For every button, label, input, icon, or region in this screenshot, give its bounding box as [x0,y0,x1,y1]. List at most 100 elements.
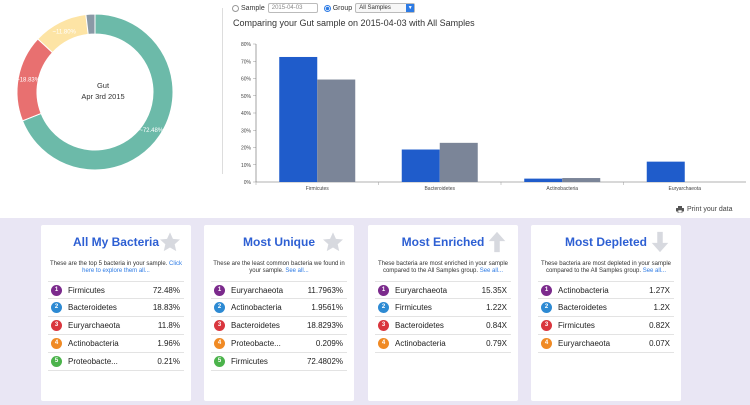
bacteria-name: Actinobacteria [68,339,119,348]
bacteria-name: Firmicutes [231,357,268,366]
bacteria-name: Proteobacte... [231,339,281,348]
bar-firmicutes-sample[interactable] [279,56,318,182]
rank-badge: 1 [541,284,552,296]
bacteria-value: 1.2X [653,303,670,312]
rank-badge: 3 [51,320,62,331]
y-tick-label: 0% [244,180,252,186]
see-all-link[interactable]: See all... [285,268,309,274]
list-item[interactable]: 5 Proteobacte... 0.21% [48,353,184,371]
rank-badge: 5 [214,356,225,367]
donut-chart: ~72.48% ~18.83% ~11.80% [16,13,174,171]
bacteria-name: Euryarchaeota [68,321,121,330]
bacteria-name: Bacteroidetes [68,303,117,312]
bar-actinobacteria-group[interactable] [562,178,601,182]
bacteria-name: Euryarchaeota [558,339,611,348]
bacteria-value: 0.07X [649,339,670,348]
bacteria-list: 1 Euryarchaeota 11.7963% 2 Actinobacteria 1.… [211,281,347,371]
list-item[interactable]: 1 Euryarchaeota 11.7963% [211,281,347,299]
bacteria-name: Actinobacteria [395,339,446,348]
list-item[interactable]: 4 Actinobacteria 1.96% [48,335,184,353]
list-item[interactable]: 4 Proteobacte... 0.209% [211,335,347,353]
rank-badge: 1 [51,284,62,296]
list-item[interactable]: 1 Actinobacteria 1.27X [538,281,674,299]
rank-badge: 2 [541,302,552,313]
bacteria-value: 72.48% [152,285,180,295]
donut-center-label: Gut Apr 3rd 2015 [48,80,158,102]
donut-slice-firmicutes[interactable] [21,13,174,171]
list-item[interactable]: 4 Euryarchaeota 0.07X [538,335,674,353]
panel-divider [222,8,223,174]
y-tick-label: 10% [241,163,252,169]
arrow-up-icon [488,231,506,253]
chevron-down-icon: ▼ [406,4,415,12]
rank-badge: 4 [541,338,552,349]
bacteria-value: 11.7963% [307,285,343,295]
group-select[interactable]: All Samples ▼ [355,3,416,13]
group-radio-label: Group [332,4,353,12]
see-all-link[interactable]: See all... [479,268,504,274]
card-description-text: These are the least common bacteria we f… [213,261,345,274]
donut-slice-actinobacteria[interactable] [85,13,96,35]
list-item[interactable]: 5 Firmicutes 72.4802% [211,353,347,371]
list-item[interactable]: 3 Firmicutes 0.82X [538,317,674,335]
rank-badge: 2 [51,302,62,313]
rank-badge: 1 [378,284,389,296]
y-tick-label: 50% [241,94,252,100]
card-most-enriched: Most Enriched These bacteria are most en… [368,225,518,401]
bacteria-value: 0.79X [486,339,507,348]
see-all-link[interactable]: See all... [642,268,667,274]
bacteria-name: Euryarchaeota [395,285,448,295]
group-select-value: All Samples [359,5,391,11]
star-icon [323,232,343,252]
bar-bacteroidetes-group[interactable] [439,142,478,182]
bar-euryarchaeota-sample[interactable] [646,161,685,182]
bacteria-value: 1.96% [157,339,180,348]
print-data-link[interactable]: Print your data [676,206,733,213]
bacteria-value: 18.83% [152,303,180,312]
bacteria-name: Firmicutes [395,303,432,312]
bacteria-value: 11.8% [157,321,180,330]
list-item[interactable]: 2 Actinobacteria 1.9561% [211,299,347,317]
sample-radio[interactable] [232,4,239,12]
rank-badge: 4 [214,338,225,349]
list-item[interactable]: 1 Firmicutes 72.48% [48,281,184,299]
bacteria-value: 0.84X [486,321,507,330]
list-item[interactable]: 1 Euryarchaeota 15.35X [375,281,511,299]
list-item[interactable]: 3 Bacteroidetes 0.84X [375,317,511,335]
top-panel: ~72.48% ~18.83% ~11.80% Gut Apr 3rd 2015 S… [0,0,750,218]
bacteria-value: 0.209% [315,339,343,348]
bacteria-value: 18.8293% [306,321,343,330]
chart-title: Comparing your Gut sample on 2015-04-03 … [233,18,475,28]
card-title: All My Bacteria [72,235,160,249]
bar-chart: 0% 10% 20% 30% 40% 50% 60% 70% 80% Firmicutes Bact… [241,42,746,192]
bar-bacteroidetes-sample[interactable] [401,149,440,182]
bacteria-name: Bacteroidetes [558,303,607,312]
bar-actinobacteria-sample[interactable] [524,178,563,182]
list-item[interactable]: 3 Euryarchaeota 11.8% [48,317,184,335]
card-most-unique: Most Unique These are the least common b… [204,225,354,401]
rank-badge: 3 [378,320,389,331]
group-radio[interactable] [323,4,331,12]
explore-all-link[interactable]: Click here to explore them all... [82,261,183,274]
sample-date-input[interactable]: 2015-04-03 [267,3,318,13]
y-tick-label: 70% [241,59,252,65]
list-item[interactable]: 2 Bacteroidetes 18.83% [48,299,184,317]
rank-badge: 5 [51,356,62,367]
list-item[interactable]: 2 Bacteroidetes 1.2X [538,299,674,317]
y-tick-label: 20% [241,146,252,152]
card-all-my-bacteria: All My Bacteria These are the top 5 bact… [41,225,191,401]
list-item[interactable]: 2 Firmicutes 1.22X [375,299,511,317]
print-data-label: Print your data [687,206,733,213]
card-description-text: These bacteria are most enriched in your… [377,261,509,274]
bar-firmicutes-group[interactable] [317,79,356,182]
list-item[interactable]: 4 Actinobacteria 0.79X [375,335,511,353]
rank-badge: 2 [378,302,389,313]
card-title: Most Depleted [564,235,647,249]
list-item[interactable]: 3 Bacteroidetes 18.8293% [211,317,347,335]
rank-badge: 1 [214,284,225,296]
donut-slice-label: ~72.48% [139,128,164,134]
bacteria-value: 1.27X [649,285,670,295]
card-description-text: These bacteria are most depleted in your… [540,261,672,274]
rank-badge: 3 [541,320,552,331]
